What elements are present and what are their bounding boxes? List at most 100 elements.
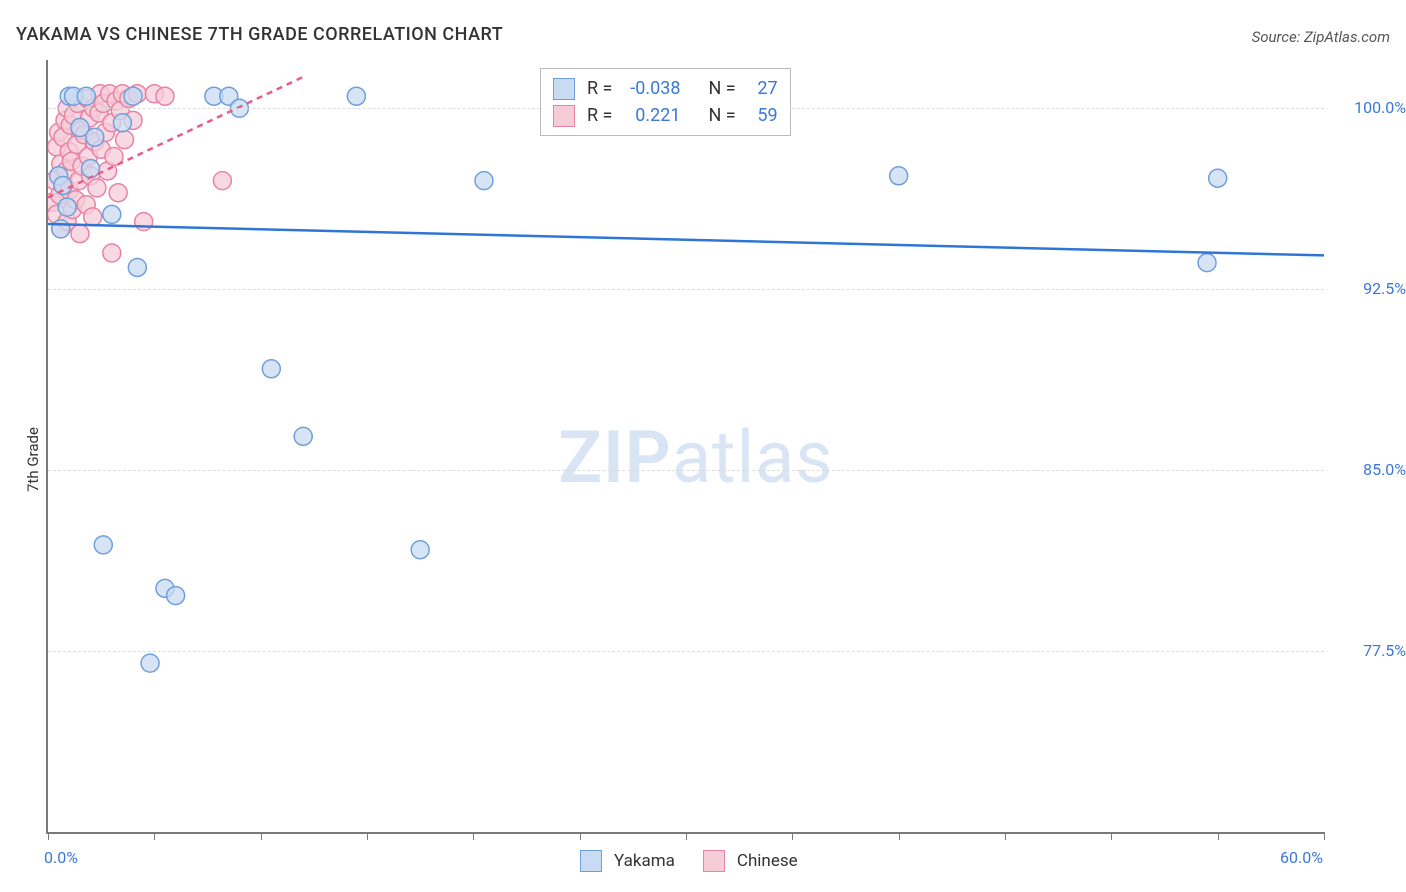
chinese-point (94, 94, 112, 112)
chinese-point (213, 172, 231, 190)
legend-label: Yakama (614, 851, 675, 871)
yakama-point (103, 205, 121, 223)
y-tick-label: 100.0% (1336, 98, 1406, 117)
yakama-point (156, 579, 174, 597)
chinese-point (103, 244, 121, 262)
scatter-svg (48, 60, 1324, 832)
x-tick (1218, 832, 1219, 840)
yakama-point (82, 160, 100, 178)
chinese-point (90, 104, 108, 122)
stat-r-value: 0.221 (620, 102, 680, 129)
chart-title: YAKAMA VS CHINESE 7TH GRADE CORRELATION … (16, 24, 503, 45)
source-label: Source: ZipAtlas.com (1252, 28, 1390, 46)
yakama-point (294, 427, 312, 445)
chinese-point (77, 196, 95, 214)
x-tick (1005, 832, 1006, 840)
chinese-point (48, 193, 61, 211)
stat-n-label: N = (708, 75, 735, 102)
chinese-point (80, 109, 98, 127)
chinese-point (101, 85, 119, 103)
x-tick (686, 832, 687, 840)
chinese-point (69, 94, 87, 112)
x-tick (1324, 832, 1325, 840)
yakama-point (475, 172, 493, 190)
chinese-point (86, 133, 104, 151)
watermark-atlas: atlas (672, 415, 834, 500)
x-tick-label: 0.0% (44, 848, 78, 867)
yakama-point (50, 167, 68, 185)
y-axis-label: 7th Grade (24, 427, 42, 492)
stats-box: R =-0.038N =27R =0.221N =59 (540, 68, 791, 136)
yakama-point (141, 654, 159, 672)
x-tick (48, 832, 49, 840)
yakama-point (890, 167, 908, 185)
chinese-point (52, 155, 70, 173)
chinese-point (120, 90, 138, 108)
yakama-point (411, 541, 429, 559)
yakama-point (54, 176, 72, 194)
yakama-point (65, 87, 83, 105)
plot-area: ZIPatlas 77.5%85.0%92.5%100.0%0.0%60.0% (46, 60, 1324, 834)
yakama-point (220, 87, 238, 105)
chinese-point (56, 111, 74, 129)
chinese-point (109, 184, 127, 202)
yakama-point (86, 128, 104, 146)
chinese-point (99, 162, 117, 180)
legend-swatch (580, 850, 602, 872)
stat-r-value: -0.038 (620, 75, 680, 102)
chinese-point (79, 148, 97, 166)
legend-label: Chinese (737, 851, 798, 871)
yakama-point (94, 536, 112, 554)
chinese-point (68, 135, 86, 153)
chinese-point (92, 140, 110, 158)
chinese-point (48, 205, 66, 223)
y-tick-label: 85.0% (1336, 460, 1406, 479)
legend-swatch (553, 105, 575, 127)
chinese-point (70, 172, 88, 190)
chinese-point (91, 85, 109, 103)
yakama-point (347, 87, 365, 105)
chinese-point (111, 102, 129, 120)
chinese-point (103, 114, 121, 132)
legend-item: Chinese (703, 850, 798, 872)
chinese-point (52, 220, 70, 238)
yakama-point (60, 87, 78, 105)
chinese-point (54, 128, 72, 146)
gridline (48, 470, 1324, 471)
yakama-point (52, 220, 70, 238)
stat-r-label: R = (587, 102, 612, 129)
chinese-point (48, 172, 63, 190)
chinese-point (67, 191, 85, 209)
yakama-point (167, 587, 185, 605)
chinese-point (50, 123, 68, 141)
legend-item: Yakama (580, 850, 675, 872)
legend-swatch (553, 78, 575, 100)
chinese-point (63, 201, 81, 219)
chinese-point (78, 90, 96, 108)
chinese-point (60, 181, 78, 199)
bottom-legend: Yakama Chinese (580, 850, 798, 872)
chinese-point (55, 176, 73, 194)
chinese-trend (48, 77, 303, 198)
x-tick-label: 60.0% (1280, 848, 1323, 867)
x-tick (899, 832, 900, 840)
y-tick-label: 77.5% (1336, 641, 1406, 660)
yakama-trend (48, 224, 1324, 255)
chinese-point (113, 85, 131, 103)
chinese-point (135, 213, 153, 231)
x-tick (792, 832, 793, 840)
y-tick-label: 92.5% (1336, 279, 1406, 298)
yakama-point (128, 258, 146, 276)
yakama-point (71, 119, 89, 137)
chinese-point (48, 138, 66, 156)
chinese-point (71, 225, 89, 243)
chinese-point (51, 186, 69, 204)
chinese-point (75, 126, 93, 144)
x-tick (1111, 832, 1112, 840)
chinese-point (105, 148, 123, 166)
x-tick (580, 832, 581, 840)
stat-n-value: 59 (744, 102, 778, 129)
yakama-point (1209, 169, 1227, 187)
x-tick (154, 832, 155, 840)
chinese-point (96, 123, 114, 141)
